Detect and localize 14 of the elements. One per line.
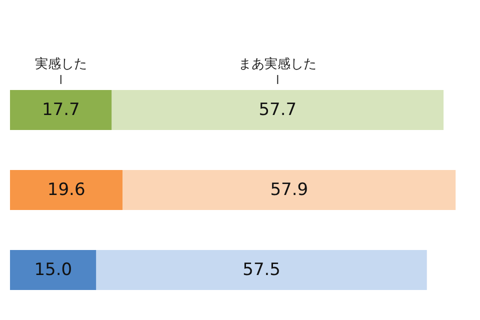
series-label: まあ実感した	[238, 56, 317, 72]
data-label: 57.5	[242, 260, 280, 280]
bar	[10, 90, 112, 130]
series-label: 実感した	[34, 56, 87, 72]
data-label: 57.7	[258, 100, 297, 120]
bar	[10, 250, 96, 290]
data-label: 17.7	[42, 100, 80, 120]
data-label: 19.6	[47, 180, 86, 200]
data-label: 15.0	[34, 260, 72, 280]
bar	[112, 90, 444, 130]
data-label: 57.9	[270, 180, 308, 200]
bar	[122, 170, 456, 210]
bar	[96, 250, 427, 290]
bar	[10, 170, 123, 210]
